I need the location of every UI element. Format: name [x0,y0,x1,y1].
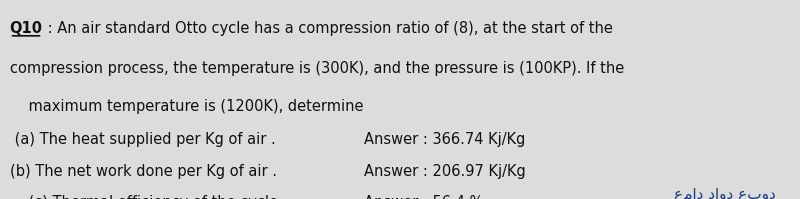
Text: Answer : 206.97 Kj/Kg: Answer : 206.97 Kj/Kg [364,164,526,179]
Text: Answer : 56.4 %: Answer : 56.4 % [364,195,483,199]
Text: maximum temperature is (1200K), determine: maximum temperature is (1200K), determin… [10,99,363,113]
Text: : An air standard Otto cycle has a compression ratio of (8), at the start of the: : An air standard Otto cycle has a compr… [43,21,613,36]
Text: (a) The heat supplied per Kg of air .: (a) The heat supplied per Kg of air . [10,132,275,147]
Text: (c) Thermal efficiency of the cycle: (c) Thermal efficiency of the cycle [10,195,278,199]
Text: عماد داود عبود: عماد داود عبود [674,188,776,199]
Text: Answer : 366.74 Kj/Kg: Answer : 366.74 Kj/Kg [364,132,526,147]
Text: (b) The net work done per Kg of air .: (b) The net work done per Kg of air . [10,164,277,179]
Text: Q10: Q10 [10,21,42,36]
Text: compression process, the temperature is (300K), and the pressure is (100KP). If : compression process, the temperature is … [10,61,624,76]
